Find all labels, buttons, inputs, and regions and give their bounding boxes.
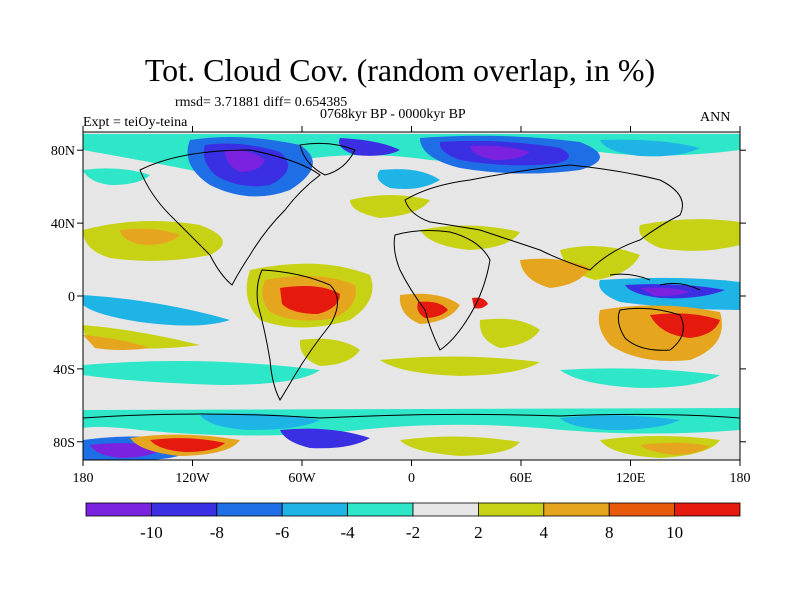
colorbar-label: 8 [605, 523, 614, 542]
x-tick-label: 60E [510, 471, 533, 486]
y-tick-label: 0 [68, 290, 75, 305]
colorbar-label: -10 [140, 523, 163, 542]
y-tick-label: 40S [53, 363, 75, 378]
y-tick-label: 80N [51, 144, 75, 159]
colorbar-swatch [413, 503, 478, 516]
colorbar-swatch [151, 503, 216, 516]
colorbar-label: -2 [406, 523, 420, 542]
x-tick-label: 60W [288, 471, 316, 486]
colorbar-label: -4 [341, 523, 356, 542]
x-tick-label: 120W [175, 471, 210, 486]
x-tick-label: 120E [616, 471, 646, 486]
colorbar-label: 10 [666, 523, 683, 542]
x-tick-label: 180 [730, 471, 751, 486]
colorbar-label: -8 [210, 523, 224, 542]
colorbar-swatch [86, 503, 151, 516]
colorbar-label: 2 [474, 523, 483, 542]
colorbar-swatch [675, 503, 740, 516]
colorbar-swatch [609, 503, 674, 516]
colorbar-swatch [282, 503, 347, 516]
x-tick-label: 0 [408, 471, 415, 486]
colorbar-swatch [478, 503, 543, 516]
colorbar-swatch [544, 503, 609, 516]
colorbar-label: 4 [540, 523, 549, 542]
colorbar-swatch [348, 503, 413, 516]
y-tick-label: 40N [51, 217, 75, 232]
map-panel [83, 132, 740, 460]
colorbar-swatch [217, 503, 282, 516]
colorbar: -10 -8 -6 -4 -2 2 4 8 10 [86, 503, 740, 542]
colorbar-label: -6 [275, 523, 289, 542]
x-tick-label: 180 [73, 471, 94, 486]
y-tick-label: 80S [53, 436, 75, 451]
